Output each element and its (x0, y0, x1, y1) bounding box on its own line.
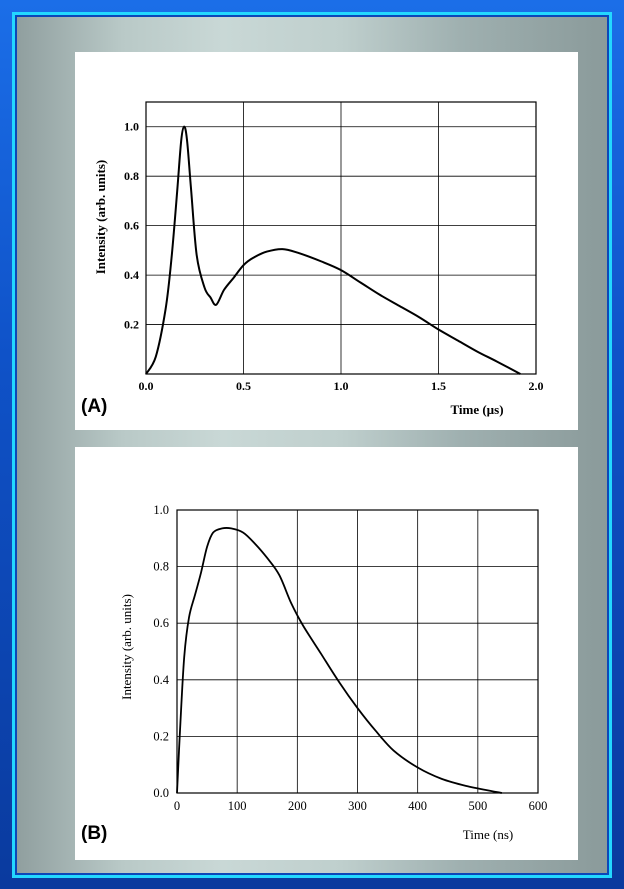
grid-a (146, 102, 536, 374)
x-tick-label-b: 300 (348, 799, 367, 813)
chart-a: 0.0 0.5 1.0 1.5 2.0 0.2 0.4 0.6 0.8 1.0 Intensity… (81, 101, 544, 417)
series-line-b (176, 526, 503, 794)
y-tick-label-b: 0.8 (153, 560, 169, 574)
y-tick-label-a: 0.4 (124, 268, 139, 282)
x-tick-label-b: 200 (288, 799, 307, 813)
y-tick-label-a: 0.2 (124, 318, 139, 332)
series-line-a (145, 125, 521, 375)
x-axis-label-b: Time (ns) (463, 827, 513, 842)
panel-label-b: (B) (81, 823, 107, 844)
y-tick-label-b: 1.0 (153, 503, 169, 517)
chart-panel-b: 0 100 200 300 400 500 600 0.0 0.2 0.4 0.6 0.8 1.0 In… (75, 447, 578, 860)
y-tick-label-b: 0.6 (153, 616, 169, 630)
x-tick-label-b: 600 (529, 799, 548, 813)
tick-labels-a: 0.0 0.5 1.0 1.5 2.0 0.2 0.4 0.6 0.8 1.0 (124, 120, 544, 393)
x-tick-label-a: 0.0 (139, 379, 154, 393)
plot-frame-b (176, 509, 539, 794)
y-tick-label-b: 0.0 (153, 786, 169, 800)
chart-b: 0 100 200 300 400 500 600 0.0 0.2 0.4 0.6 0.8 1.0 In… (81, 503, 547, 844)
x-tick-label-b: 400 (408, 799, 427, 813)
y-tick-label-a: 0.6 (124, 219, 139, 233)
y-tick-label-b: 0.2 (153, 729, 169, 743)
x-tick-label-b: 0 (174, 799, 180, 813)
x-tick-label-b: 100 (228, 799, 247, 813)
x-tick-label-a: 2.0 (529, 379, 544, 393)
chart-panel-a: 0.0 0.5 1.0 1.5 2.0 0.2 0.4 0.6 0.8 1.0 Intensity… (75, 52, 578, 430)
tick-labels-b: 0 100 200 300 400 500 600 0.0 0.2 0.4 0.6 0.8 1.0 (153, 503, 547, 813)
y-axis-label-b: Intensity (arb. units) (119, 594, 134, 700)
panel-label-a: (A) (81, 396, 107, 417)
y-tick-label-a: 0.8 (124, 169, 139, 183)
y-axis-label-a: Intensity (arb. units) (93, 160, 108, 275)
y-tick-label-b: 0.4 (153, 673, 169, 687)
y-tick-label-a: 1.0 (124, 120, 139, 134)
plot-frame-a (145, 101, 537, 375)
x-tick-label-a: 1.0 (334, 379, 349, 393)
x-tick-label-a: 0.5 (236, 379, 251, 393)
grid-b (177, 510, 538, 793)
x-axis-label-a: Time (µs) (450, 402, 503, 417)
x-tick-label-b: 500 (468, 799, 487, 813)
x-tick-label-a: 1.5 (431, 379, 446, 393)
